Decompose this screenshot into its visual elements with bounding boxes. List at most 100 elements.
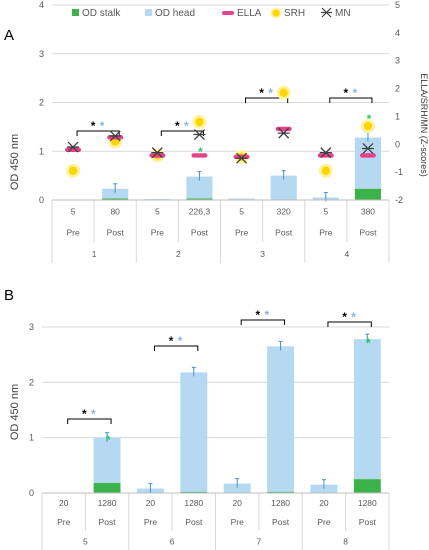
significance-bracket xyxy=(329,97,373,103)
time-label: Post xyxy=(107,227,125,237)
star-black: * xyxy=(256,308,261,322)
mn-marker xyxy=(319,147,332,159)
titer-label: 5 xyxy=(71,206,76,216)
panel-a: A OD stalk OD head ELLA SRH MN OD 450 nm ELL… xyxy=(4,0,429,263)
legend-swatch-od-stalk xyxy=(72,9,79,16)
od-head-bar xyxy=(180,372,208,492)
y2-tick-label: 2 xyxy=(395,84,400,94)
y-axis-title-left: OD 450 nm xyxy=(9,134,21,190)
time-label: Post xyxy=(275,227,293,237)
y-tick-label: 2 xyxy=(39,98,44,108)
time-label: Post xyxy=(272,517,290,527)
panel-b: B OD 450 nm 0 1 2 3 * * * * * * * * * * 20 Pre 1280 Pos… xyxy=(4,287,390,550)
bars: * * * * * * * * * * xyxy=(60,86,381,202)
time-label: Pre xyxy=(144,517,158,527)
y-tick-label: 2 xyxy=(29,377,34,387)
od-head-bar xyxy=(93,437,121,484)
mn-marker xyxy=(277,127,290,139)
group-label: 2 xyxy=(176,249,181,259)
time-label: Post xyxy=(359,517,377,527)
group-label: 5 xyxy=(83,537,88,547)
y2-tick-label: 3 xyxy=(395,56,400,66)
category-axis: 5 Pre 80 Post 1 5 Pre 226,3 Post 2 5 Pre 320 Post 3 5 Pr… xyxy=(51,199,390,263)
titer-label: 380 xyxy=(361,206,375,216)
mn-marker xyxy=(235,152,248,164)
significance-bracket xyxy=(240,319,286,325)
y2-tick-label: 1 xyxy=(395,111,400,121)
time-label: Pre xyxy=(319,227,333,237)
star-blue: * xyxy=(353,86,358,100)
group-label: 1 xyxy=(92,249,97,259)
ella-marker xyxy=(275,126,292,132)
od-stalk-bar xyxy=(267,491,295,493)
od-head-bar xyxy=(228,198,255,200)
y-tick-label: 3 xyxy=(29,322,34,332)
y2-tick-label: -1 xyxy=(395,167,403,177)
srh-marker xyxy=(363,121,373,131)
titer-label: 5 xyxy=(239,206,244,216)
group-label: 8 xyxy=(343,537,348,547)
mn-marker xyxy=(361,143,374,154)
ella-marker xyxy=(191,153,208,158)
markers xyxy=(65,85,376,178)
ella-marker xyxy=(359,153,376,158)
od-head-bar xyxy=(223,483,251,493)
time-label: Pre xyxy=(231,517,245,527)
significance-bracket xyxy=(245,97,289,103)
significance-bracket xyxy=(67,418,112,424)
y-tick-label: 3 xyxy=(39,49,44,59)
y2-tick-label: 0 xyxy=(395,139,400,149)
od-head-bar xyxy=(102,188,129,199)
category-axis: 20 Pre 1280 Post 5 20 Pre 1280 Post 6 20 Pre 1280 Pos… xyxy=(41,492,390,550)
od-stalk-bar xyxy=(180,491,208,493)
legend-label: OD stalk xyxy=(82,8,121,19)
significance-bracket xyxy=(160,130,204,136)
time-label: Post xyxy=(191,227,209,237)
y-tick-label: 1 xyxy=(29,433,34,443)
y-axis-title-left: OD 450 nm xyxy=(9,384,21,440)
panel-a-letter: A xyxy=(4,27,14,44)
star-black: * xyxy=(342,310,347,324)
star-blue: * xyxy=(91,407,96,421)
legend-label: ELLA xyxy=(237,8,262,19)
mn-marker xyxy=(193,129,206,140)
legend-swatch-ella xyxy=(222,11,234,15)
od-head-bar xyxy=(353,339,381,480)
star-black: * xyxy=(259,86,264,100)
significance-bracket xyxy=(76,130,120,136)
star-black: * xyxy=(175,119,180,133)
titer-label: 1280 xyxy=(358,498,377,508)
panel-b-letter: B xyxy=(4,287,14,304)
mn-marker xyxy=(151,147,164,159)
star-green: * xyxy=(366,336,371,350)
y-ticks-left: 0 1 2 3 xyxy=(29,322,34,498)
srh-marker xyxy=(68,166,78,175)
star-black: * xyxy=(82,407,87,421)
titer-label: 20 xyxy=(146,498,156,508)
y-tick-label: 4 xyxy=(39,0,44,10)
od-stalk-bar xyxy=(102,198,129,200)
gridlines xyxy=(52,4,389,201)
star-blue: * xyxy=(100,119,105,133)
srh-marker xyxy=(321,166,331,175)
star-black: * xyxy=(344,86,349,100)
od-stalk-bar xyxy=(354,188,381,200)
time-label: Pre xyxy=(57,517,71,527)
od-stalk-bar xyxy=(93,483,121,493)
titer-label: 1280 xyxy=(98,498,117,508)
y-axis-title-right: ELLA/SRH/MN (Z-scores) xyxy=(419,73,429,177)
time-label: Post xyxy=(359,227,377,237)
time-label: Pre xyxy=(151,227,165,237)
y2-tick-label: 4 xyxy=(395,28,400,38)
legend-label: MN xyxy=(335,8,351,19)
od-stalk-bar xyxy=(353,479,381,493)
star-black: * xyxy=(91,119,96,133)
significance-bracket xyxy=(327,321,372,327)
od-stalk-bar xyxy=(186,198,213,200)
srh-marker xyxy=(279,88,288,97)
titer-label: 1280 xyxy=(271,498,290,508)
titer-label: 320 xyxy=(277,206,291,216)
titer-label: 80 xyxy=(110,206,120,216)
star-black: * xyxy=(169,334,174,348)
